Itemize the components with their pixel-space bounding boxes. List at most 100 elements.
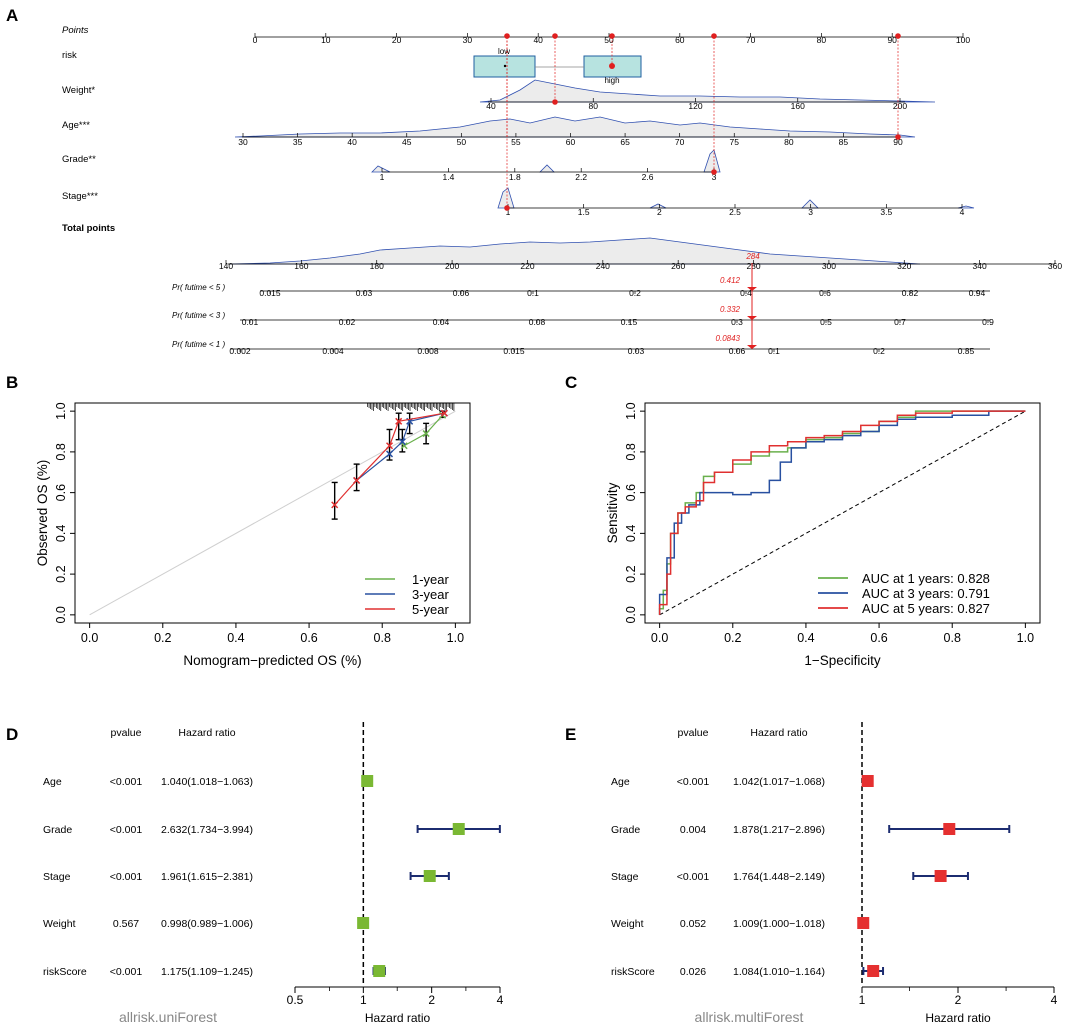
- p-value: <0.001: [110, 776, 143, 788]
- variable-name: Stage: [611, 871, 639, 883]
- panel-c-plot: 0.0 0.2 0.4 0.6 0.8 1.0 0.0 0.2 0.4 0.6 0.8 1.0 1−Sp…: [605, 402, 1041, 668]
- risk-high-label: high: [604, 76, 619, 85]
- probability-tick-label: 0.82: [902, 288, 919, 298]
- points-tick-label: 0: [253, 35, 258, 45]
- hazard-ratio-marker: [867, 965, 880, 977]
- legend-label: AUC at 3 years: 0.791: [862, 586, 990, 601]
- series-point: [353, 476, 361, 484]
- series-point: [440, 409, 448, 417]
- probability-tick-label: 0.01: [242, 317, 259, 327]
- age-tick-label: 60: [566, 137, 576, 147]
- age-tick-label: 70: [675, 137, 685, 147]
- legend-label: 3-year: [412, 587, 450, 602]
- total-points-tick-label: 140: [219, 261, 233, 271]
- x-tick-label: 4: [1051, 993, 1058, 1007]
- panel-d-forest: pvalue Hazard ratio Age <0.001 1.040(1.018−1…: [43, 722, 504, 1023]
- points-tick-label: 10: [321, 35, 331, 45]
- column-header-pvalue: pvalue: [678, 727, 709, 739]
- p-value: 0.026: [680, 966, 706, 978]
- stage-tick-label: 3.5: [880, 207, 892, 217]
- legend-label: AUC at 1 years: 0.828: [862, 571, 990, 586]
- age-density: [234, 116, 916, 138]
- x-tick-label: 0.0: [81, 631, 98, 645]
- weight-tick-label: 120: [688, 101, 702, 111]
- x-tick-label: 0.0: [651, 631, 668, 645]
- variable-name: riskScore: [611, 966, 655, 978]
- hazard-ratio-text: 1.764(1.448−2.149): [733, 871, 825, 883]
- weight-tick-label: 160: [791, 101, 805, 111]
- total-points-tick-label: 220: [520, 261, 534, 271]
- stage-tick-label: 2: [657, 207, 662, 217]
- age-tick-label: 50: [457, 137, 467, 147]
- nomogram-row-label: Pr( futime < 1 ): [172, 340, 225, 349]
- y-tick-label: 1.0: [624, 402, 638, 419]
- hazard-ratio-text: 1.042(1.017−1.068): [733, 776, 825, 788]
- age-tick-label: 30: [238, 137, 248, 147]
- hazard-ratio-text: 1.040(1.018−1.063): [161, 776, 253, 788]
- hazard-ratio-marker: [357, 917, 370, 929]
- probability-tick-label: 0.7: [894, 317, 906, 327]
- p-value: <0.001: [677, 776, 710, 788]
- y-tick-label: 0.4: [54, 525, 68, 542]
- x-tick-label: 0.6: [870, 631, 887, 645]
- probability-tick-label: 0.1: [768, 346, 780, 356]
- age-tick-label: 90: [893, 137, 903, 147]
- age-tick-label: 65: [620, 137, 630, 147]
- total-points-tick-label: 280: [746, 261, 760, 271]
- grade-tick-label: 2.6: [642, 172, 654, 182]
- age-tick-label: 45: [402, 137, 412, 147]
- probability-tick-label: 0.04: [433, 317, 450, 327]
- forest-caption: allrisk.multiForest: [695, 1009, 804, 1023]
- x-tick-label: 0.4: [797, 631, 814, 645]
- x-tick-label: 0.8: [374, 631, 391, 645]
- probability-tick-label: 0.2: [629, 288, 641, 298]
- nomogram-row-label: Stage***: [62, 191, 98, 202]
- grade-tick-label: 2.2: [575, 172, 587, 182]
- variable-name: Age: [43, 776, 62, 788]
- hazard-ratio-text: 1.878(1.217−2.896): [733, 824, 825, 836]
- plot-frame: [74, 402, 471, 624]
- hazard-ratio-marker: [361, 775, 374, 787]
- score-point: [609, 33, 615, 39]
- variable-name: Grade: [43, 824, 72, 836]
- nomogram-row-label: Age***: [62, 120, 90, 131]
- probability-tick-label: 0.4: [740, 288, 752, 298]
- total-score-label: 284: [745, 252, 760, 261]
- total-points-tick-label: 340: [973, 261, 987, 271]
- stage-tick-label: 4: [960, 207, 965, 217]
- predicted-probability: 0.332: [720, 305, 741, 314]
- nomogram-row-label: Pr( futime < 5 ): [172, 283, 225, 292]
- y-tick-label: 0.2: [624, 565, 638, 582]
- predicted-probability: 0.0843: [716, 334, 741, 343]
- weight-tick-label: 40: [486, 101, 496, 111]
- x-tick-label: 1.0: [1017, 631, 1034, 645]
- points-tick-label: 40: [533, 35, 543, 45]
- series-point: [422, 430, 430, 438]
- probability-tick-label: 0.94: [969, 288, 986, 298]
- probability-tick-label: 0.3: [731, 317, 743, 327]
- score-point: [552, 33, 558, 39]
- p-value: <0.001: [110, 966, 143, 978]
- age-tick-label: 35: [293, 137, 303, 147]
- total-points-tick-label: 260: [671, 261, 685, 271]
- x-tick-label: 4: [497, 993, 504, 1007]
- roc-curve: [658, 410, 1026, 615]
- x-tick-label: 0.5: [287, 993, 304, 1007]
- probability-tick-label: 0.002: [229, 346, 251, 356]
- points-tick-label: 60: [675, 35, 685, 45]
- series-point: [386, 442, 394, 450]
- stage-density-1: [497, 187, 515, 209]
- x-tick-label: 1: [360, 993, 367, 1007]
- score-point: [895, 33, 901, 39]
- risk-low-point: [503, 64, 507, 68]
- score-point: [895, 134, 901, 140]
- series-point: [400, 442, 408, 450]
- hazard-ratio-marker: [423, 870, 436, 882]
- stage-tick-label: 1.5: [578, 207, 590, 217]
- x-tick-label: 1: [859, 993, 866, 1007]
- hazard-ratio-text: 1.009(1.000−1.018): [733, 918, 825, 930]
- y-tick-label: 0.4: [624, 525, 638, 542]
- total-points-tick-label: 200: [445, 261, 459, 271]
- p-value: <0.001: [110, 871, 143, 883]
- weight-tick-label: 200: [893, 101, 907, 111]
